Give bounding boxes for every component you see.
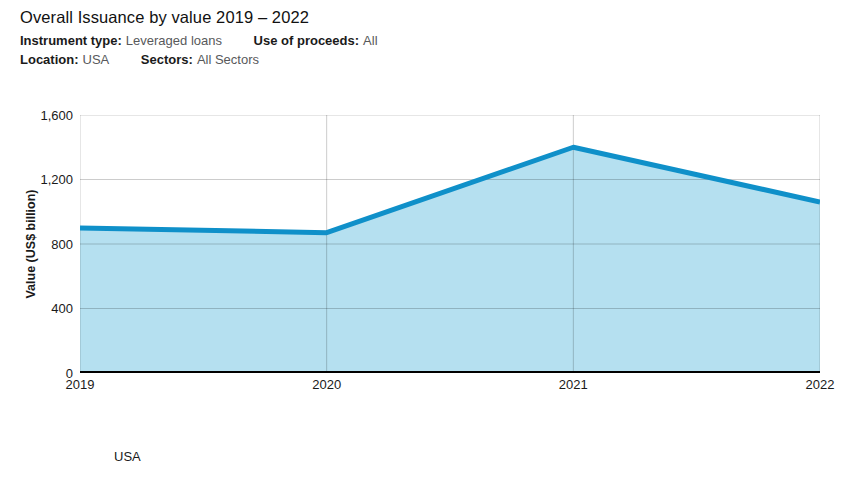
filter-label: Sectors: xyxy=(141,52,193,67)
legend-item-usa[interactable]: USA xyxy=(80,449,141,464)
x-tick-label: 2022 xyxy=(789,377,844,392)
filter-row-1: Instrument type: Leveraged loans Use of p… xyxy=(20,33,406,48)
filter-location: Location: USA xyxy=(20,52,109,67)
x-tick-label: 2019 xyxy=(49,377,111,392)
filter-value: All xyxy=(363,33,377,48)
chart-plot-area xyxy=(80,115,820,373)
filter-instrument-type: Instrument type: Leveraged loans xyxy=(20,33,222,48)
y-tick-label: 800 xyxy=(0,237,73,252)
filter-label: Location: xyxy=(20,52,79,67)
filter-value: All Sectors xyxy=(197,52,259,67)
filter-value: Leveraged loans xyxy=(126,33,222,48)
x-tick-label: 2021 xyxy=(542,377,604,392)
x-tick-label: 2020 xyxy=(296,377,358,392)
page-title: Overall Issuance by value 2019 – 2022 xyxy=(20,8,309,27)
y-tick-label: 1,600 xyxy=(0,108,73,123)
filter-sectors: Sectors: All Sectors xyxy=(141,52,259,67)
legend-swatch-icon xyxy=(80,452,108,462)
y-tick-label: 1,200 xyxy=(0,172,73,187)
legend-label: USA xyxy=(114,449,141,464)
y-tick-label: 400 xyxy=(0,301,73,316)
filter-use-of-proceeds: Use of proceeds: All xyxy=(254,33,378,48)
filter-label: Use of proceeds: xyxy=(254,33,359,48)
filter-label: Instrument type: xyxy=(20,33,122,48)
filter-value: USA xyxy=(83,52,110,67)
filter-row-2: Location: USA Sectors: All Sectors xyxy=(20,52,287,67)
report-canvas: Overall Issuance by value 2019 – 2022 In… xyxy=(0,0,844,479)
chart-plot-svg xyxy=(80,115,820,373)
area-fill xyxy=(80,147,820,373)
